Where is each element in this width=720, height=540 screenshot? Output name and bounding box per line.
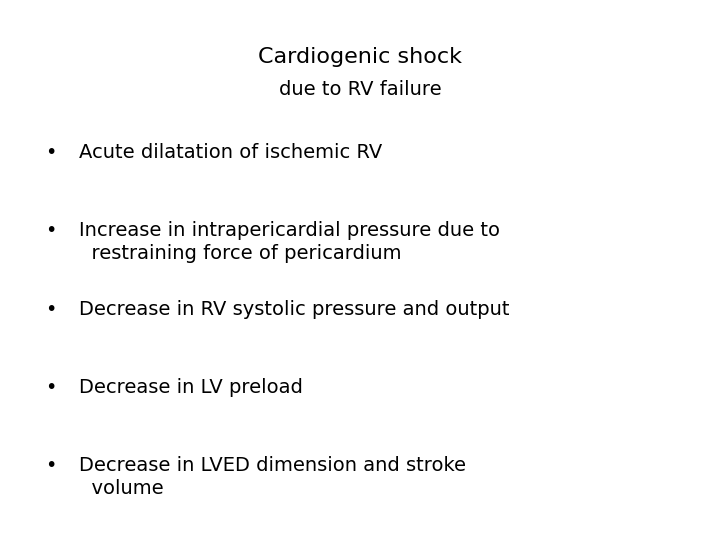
Text: Increase in intrapericardial pressure due to
  restraining force of pericardium: Increase in intrapericardial pressure du… xyxy=(79,221,500,263)
Text: Cardiogenic shock: Cardiogenic shock xyxy=(258,46,462,67)
Text: Decrease in RV systolic pressure and output: Decrease in RV systolic pressure and out… xyxy=(79,300,510,319)
Text: Decrease in LVED dimension and stroke
  volume: Decrease in LVED dimension and stroke vo… xyxy=(79,456,467,498)
Text: •: • xyxy=(45,378,56,397)
Text: •: • xyxy=(45,221,56,240)
Text: Decrease in LV preload: Decrease in LV preload xyxy=(79,378,303,397)
Text: •: • xyxy=(45,456,56,475)
Text: •: • xyxy=(45,300,56,319)
Text: Acute dilatation of ischemic RV: Acute dilatation of ischemic RV xyxy=(79,143,382,162)
Text: •: • xyxy=(45,143,56,162)
Text: due to RV failure: due to RV failure xyxy=(279,79,441,99)
